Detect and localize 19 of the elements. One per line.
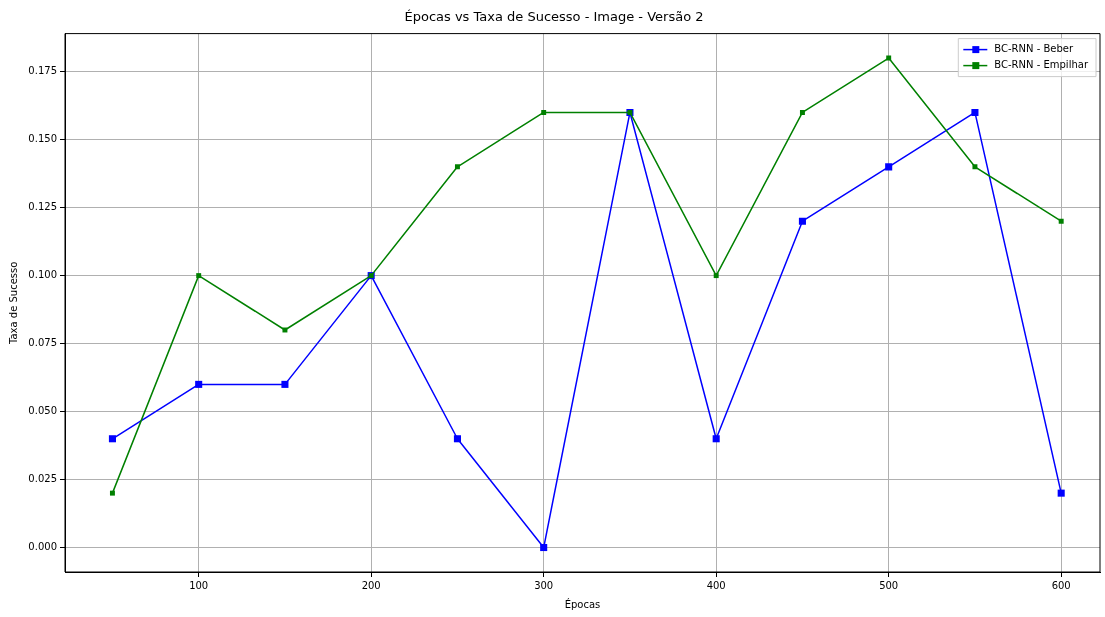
y-tick-label: 0.150 xyxy=(28,133,57,145)
chart-title: Épocas vs Taxa de Sucesso - Image - Versão 2 xyxy=(404,9,704,25)
x-tick-label: 600 xyxy=(1051,579,1071,591)
y-tick-label: 0.025 xyxy=(28,473,57,485)
x-axis-title: Épocas xyxy=(564,597,601,610)
y-axis-title: Taxa de Sucesso xyxy=(7,261,19,345)
x-tick-label: 200 xyxy=(361,579,381,591)
x-tick-label: 400 xyxy=(706,579,726,591)
x-tick-label: 300 xyxy=(534,579,554,591)
x-tick-label: 100 xyxy=(189,579,209,591)
y-tick-label: 0.100 xyxy=(28,269,57,281)
y-tick-label: 0.175 xyxy=(28,65,57,77)
y-tick-label: 0.125 xyxy=(28,201,57,213)
y-tick-label: 0.000 xyxy=(28,541,57,553)
y-tick-label: 0.050 xyxy=(28,405,57,417)
legend-label: BC-RNN - Beber xyxy=(994,43,1074,55)
y-tick-label: 0.075 xyxy=(28,337,57,349)
x-tick-label: 500 xyxy=(879,579,899,591)
legend-label: BC-RNN - Empilhar xyxy=(994,59,1089,71)
